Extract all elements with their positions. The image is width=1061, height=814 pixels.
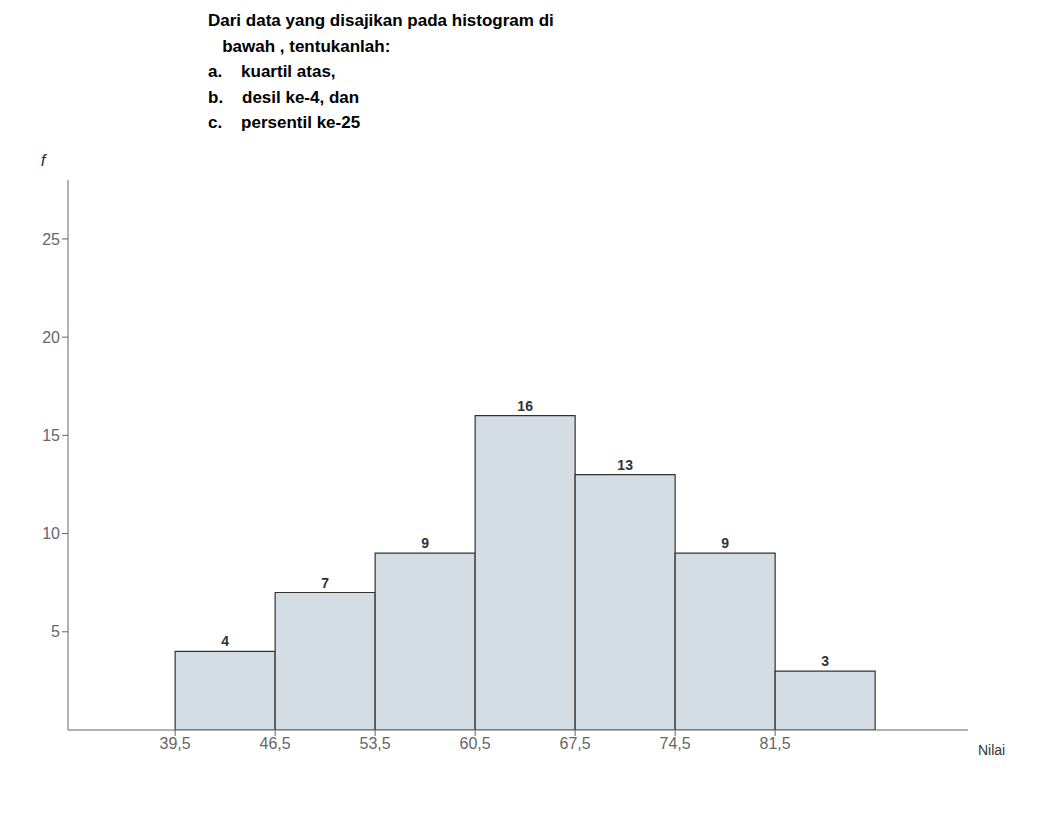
html-text:Dari data yang disajikan pada: Dari data yang disajikan pada histogram … (208, 11, 554, 132)
svg-text:9: 9 (421, 535, 429, 551)
svg-text:20: 20 (42, 328, 60, 345)
svg-text:39,5: 39,5 (160, 735, 191, 752)
svg-text:53,5: 53,5 (360, 735, 391, 752)
svg-text:3: 3 (821, 653, 829, 669)
svg-text:5: 5 (51, 623, 60, 640)
svg-text:Nilai: Nilai (978, 741, 1005, 757)
svg-text:16: 16 (517, 397, 533, 413)
svg-text:74,5: 74,5 (660, 735, 691, 752)
svg-text:f: f (41, 151, 48, 170)
svg-text:46,5: 46,5 (260, 735, 291, 752)
svg-text:4: 4 (221, 633, 229, 649)
svg-text:67,5: 67,5 (560, 735, 591, 752)
svg-text:25: 25 (42, 230, 60, 247)
svg-text:60,5: 60,5 (460, 735, 491, 752)
svg-text:7: 7 (321, 574, 329, 590)
svg-text:10: 10 (42, 525, 60, 542)
svg-text:13: 13 (617, 456, 633, 472)
svg-text:9: 9 (721, 535, 729, 551)
svg-text:81,5: 81,5 (760, 735, 791, 752)
svg-text:15: 15 (42, 427, 60, 444)
